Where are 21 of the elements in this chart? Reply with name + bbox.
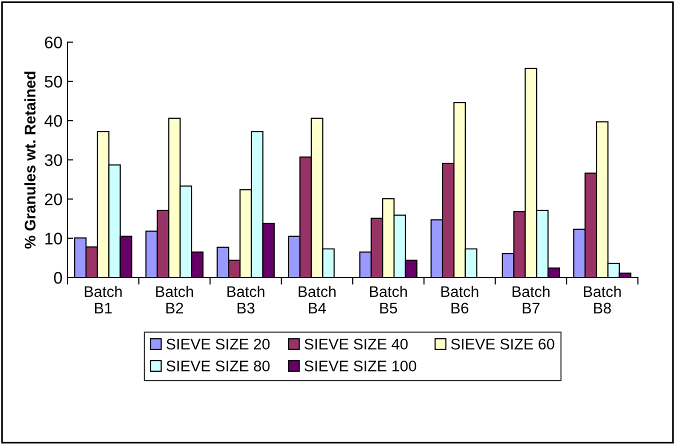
x-tick-label: Batch B2 <box>156 286 193 314</box>
legend-label: SIEVE SIZE 60 <box>451 338 554 350</box>
legend-label: SIEVE SIZE 20 <box>166 338 270 350</box>
legend-label: SIEVE SIZE 100 <box>304 360 416 372</box>
x-tick-label: Batch B8 <box>584 286 621 314</box>
y-tick-label: 10 <box>45 232 62 244</box>
x-tick-label: Batch B3 <box>227 286 264 314</box>
y-tick-label: 60 <box>44 36 62 48</box>
legend-label: SIEVE SIZE 40 <box>304 338 408 350</box>
x-tick-label: Batch B6 <box>441 286 478 314</box>
x-tick-label: Batch B5 <box>370 286 407 314</box>
x-tick-label: Batch B4 <box>298 286 336 314</box>
y-tick-label: 0 <box>54 272 62 284</box>
y-axis-title: % Granules wt. Retained <box>24 72 36 249</box>
x-tick-label: Batch B1 <box>84 286 122 314</box>
y-tick-label: 40 <box>44 115 62 127</box>
y-tick-label: 50 <box>44 76 62 88</box>
y-tick-label: 20 <box>44 193 62 206</box>
x-tick-label: Batch B7 <box>512 286 550 314</box>
y-tick-label: 30 <box>44 154 62 166</box>
legend-label: SIEVE SIZE 80 <box>166 360 270 372</box>
